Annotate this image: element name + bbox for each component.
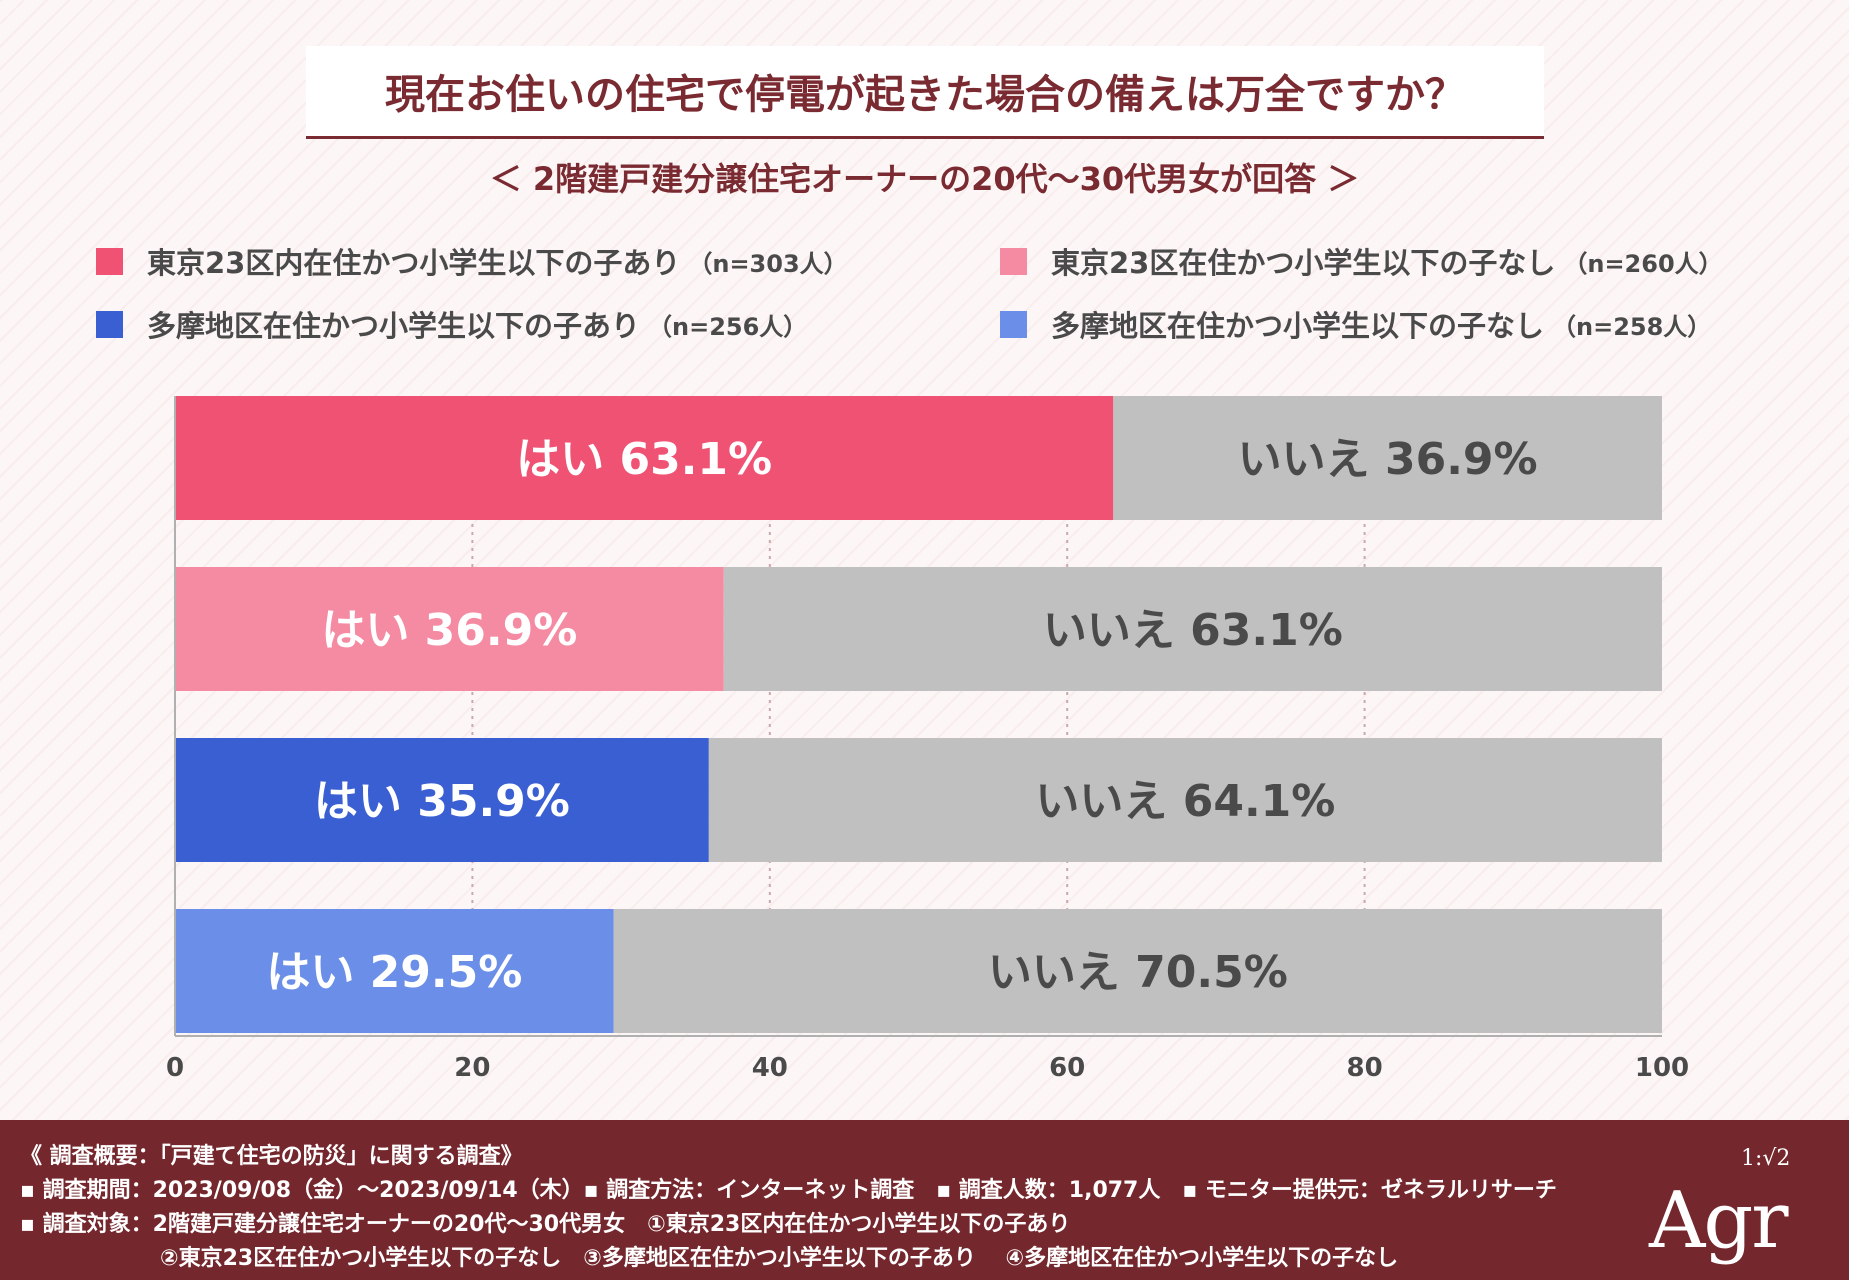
bar-yes [175,909,614,1033]
title-box: 現在お住いの住宅で停電が起きた場合の備えは万全ですか？ [306,46,1544,139]
bar-no [708,738,1662,862]
footer-line-overview: 《 調査概要：「戸建て住宅の防災」に関する調査》 [20,1144,523,1169]
bar-label-no: いいえ 63.1% [1043,605,1343,656]
bar-yes [175,567,724,691]
bar-label-no: いいえ 64.1% [1035,776,1335,827]
legend-label: 東京23区在住かつ小学生以下の子なし [1051,246,1556,280]
legend-count: （n=258人） [1552,312,1712,341]
stacked-bar-chart: はい 63.1% いいえ 36.9% はい 36.9% いいえ 63.1% はい 35.… [166,396,1689,1083]
footer-line-period: ▪ 調査期間：2023/09/08（金）～2023/09/14（木）▪ 調査方法… [20,1178,1557,1203]
legend-label: 多摩地区在住かつ小学生以下の子なし [1051,309,1545,343]
legend-swatch [96,310,123,338]
x-tick-label: 80 [1347,1053,1383,1083]
legend-count: （n=256人） [648,312,808,341]
bar-no [1113,396,1662,520]
bar-label-yes: はい 63.1% [516,434,772,485]
bar-no [613,909,1662,1033]
legend-count: （n=260人） [1563,249,1723,278]
legend-label: 東京23区内在住かつ小学生以下の子あり [147,246,681,280]
bar-label-yes: はい 36.9% [321,605,577,656]
legend-item-tokyo-with-child: 東京23区内在住かつ小学生以下の子あり （n=303人） [96,240,848,282]
logo-text: Agr [1649,1176,1789,1266]
bar-label-yes: はい 35.9% [314,776,570,827]
bar-no [723,567,1662,691]
footer-line-groups: ②東京23区在住かつ小学生以下の子なし ③多摩地区在住かつ小学生以下の子あり ④… [160,1246,1399,1271]
legend: 東京23区内在住かつ小学生以下の子あり （n=303人） 東京23区在住かつ小学… [96,240,1796,360]
footer-line-target: ▪ 調査対象：2階建戸建分譲住宅オーナーの20代～30代男女 ①東京23区内在住… [20,1212,1071,1237]
legend-swatch [1000,247,1027,275]
x-tick-label: 20 [454,1053,490,1083]
x-tick-label: 100 [1635,1053,1689,1083]
legend-label: 多摩地区在住かつ小学生以下の子あり [147,309,641,343]
legend-swatch [96,247,123,275]
chart-subtitle: ＜ 2階建戸建分譲住宅オーナーの20代～30代男女が回答 ＞ [489,160,1360,198]
bar-yes [175,738,709,862]
bar-label-no: いいえ 70.5% [988,947,1288,998]
x-tick-label: 0 [166,1053,184,1083]
legend-item-tokyo-without-child: 東京23区在住かつ小学生以下の子なし （n=260人） [1000,240,1723,282]
footer: 《 調査概要：「戸建て住宅の防災」に関する調査》 ▪ 調査期間：2023/09/… [0,1120,1849,1280]
bar-yes [175,396,1114,520]
legend-item-tama-with-child: 多摩地区在住かつ小学生以下の子あり （n=256人） [96,303,807,345]
legend-item-tama-without-child: 多摩地区在住かつ小学生以下の子なし （n=258人） [1000,303,1711,345]
chart-title: 現在お住いの住宅で停電が起きた場合の備えは万全ですか？ [385,72,1465,118]
legend-swatch [1000,310,1027,338]
logo-ratio: 1:√2 [1741,1146,1791,1171]
agr-logo: 1:√2 Agr [1649,1146,1791,1266]
legend-count: （n=303人） [688,249,848,278]
x-tick-label: 60 [1049,1053,1085,1083]
x-tick-label: 40 [752,1053,788,1083]
bar-label-no: いいえ 36.9% [1238,434,1538,485]
bar-label-yes: はい 29.5% [266,947,522,998]
